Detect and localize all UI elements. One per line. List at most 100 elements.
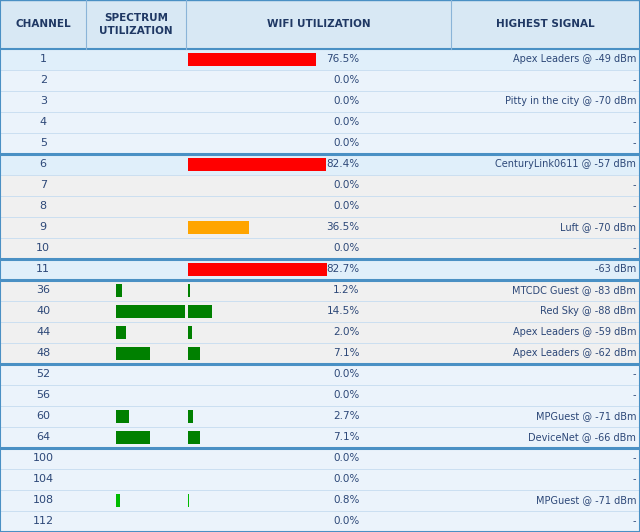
Text: 112: 112 (33, 517, 54, 527)
Text: 5: 5 (40, 138, 47, 148)
Text: MPGuest @ -71 dBm: MPGuest @ -71 dBm (536, 495, 636, 505)
Text: 36: 36 (36, 286, 50, 295)
Bar (0, 217, 640, 238)
Text: 2.0%: 2.0% (333, 328, 360, 337)
Text: Apex Leaders @ -62 dBm: Apex Leaders @ -62 dBm (513, 348, 636, 359)
Text: DeviceNet @ -66 dBm: DeviceNet @ -66 dBm (528, 433, 636, 443)
Text: 2.7%: 2.7% (333, 411, 360, 421)
Bar (0, 385, 640, 406)
Text: 48: 48 (36, 348, 51, 359)
Bar (188, 347, 200, 360)
Text: 2: 2 (40, 76, 47, 86)
Text: -: - (633, 453, 636, 463)
Text: 0.0%: 0.0% (333, 517, 360, 527)
Bar (0, 469, 640, 490)
Text: -: - (633, 244, 636, 253)
Bar (188, 494, 189, 507)
Text: 76.5%: 76.5% (326, 54, 360, 64)
Text: 7.1%: 7.1% (333, 348, 360, 359)
Text: 7: 7 (40, 180, 47, 190)
Text: 8: 8 (40, 202, 47, 211)
Text: 0.0%: 0.0% (333, 390, 360, 401)
Text: 0.0%: 0.0% (333, 453, 360, 463)
Text: 0.0%: 0.0% (333, 138, 360, 148)
Text: Pitty in the city @ -70 dBm: Pitty in the city @ -70 dBm (505, 96, 636, 106)
Text: -: - (633, 202, 636, 211)
Bar (0, 322, 640, 343)
Bar (0, 280, 640, 301)
Text: 44: 44 (36, 328, 51, 337)
Bar (188, 221, 249, 234)
Text: 4: 4 (40, 118, 47, 128)
Text: 7.1%: 7.1% (333, 433, 360, 443)
Text: -: - (633, 370, 636, 379)
Text: 9: 9 (40, 222, 47, 232)
Text: 60: 60 (36, 411, 50, 421)
Bar (188, 305, 212, 318)
Bar (0, 448, 640, 469)
Text: -63 dBm: -63 dBm (595, 264, 636, 275)
Text: 36.5%: 36.5% (326, 222, 360, 232)
Text: 40: 40 (36, 306, 51, 317)
Text: -: - (633, 475, 636, 485)
Text: 82.4%: 82.4% (326, 160, 360, 170)
Text: 10: 10 (36, 244, 50, 253)
Text: MTCDC Guest @ -83 dBm: MTCDC Guest @ -83 dBm (512, 286, 636, 295)
Text: 0.0%: 0.0% (333, 202, 360, 211)
Text: 0.0%: 0.0% (333, 475, 360, 485)
Bar (0, 259, 640, 280)
Bar (0, 301, 640, 322)
Text: Red Sky @ -88 dBm: Red Sky @ -88 dBm (540, 306, 636, 317)
Bar (0, 427, 640, 448)
Bar (0, 511, 640, 532)
Bar (116, 410, 129, 423)
Bar (188, 53, 316, 66)
Text: Apex Leaders @ -49 dBm: Apex Leaders @ -49 dBm (513, 54, 636, 64)
Bar (116, 494, 120, 507)
Text: -: - (633, 118, 636, 128)
Text: 108: 108 (33, 495, 54, 505)
Text: 0.0%: 0.0% (333, 180, 360, 190)
Text: 82.7%: 82.7% (326, 264, 360, 275)
Bar (0, 0, 640, 49)
Text: 0.0%: 0.0% (333, 118, 360, 128)
Text: 104: 104 (33, 475, 54, 485)
Text: 3: 3 (40, 96, 47, 106)
Text: 52: 52 (36, 370, 51, 379)
Bar (0, 175, 640, 196)
Bar (0, 406, 640, 427)
Text: 6: 6 (40, 160, 47, 170)
Bar (0, 133, 640, 154)
Text: -: - (633, 76, 636, 86)
Text: CenturyLink0611 @ -57 dBm: CenturyLink0611 @ -57 dBm (495, 160, 636, 170)
Text: 11: 11 (36, 264, 50, 275)
Bar (116, 431, 150, 444)
Text: Luft @ -70 dBm: Luft @ -70 dBm (560, 222, 636, 232)
Text: CHANNEL: CHANNEL (15, 20, 71, 29)
Text: 64: 64 (36, 433, 51, 443)
Text: SPECTRUM
UTILIZATION: SPECTRUM UTILIZATION (99, 13, 173, 36)
Text: -: - (633, 180, 636, 190)
Bar (188, 410, 193, 423)
Bar (0, 49, 640, 70)
Bar (188, 326, 191, 339)
Bar (0, 112, 640, 133)
Text: 1.2%: 1.2% (333, 286, 360, 295)
Text: -: - (633, 517, 636, 527)
Text: -: - (633, 390, 636, 401)
Bar (188, 263, 326, 276)
Bar (116, 326, 125, 339)
Bar (188, 284, 190, 297)
Text: 0.0%: 0.0% (333, 96, 360, 106)
Text: 0.8%: 0.8% (333, 495, 360, 505)
Text: -: - (633, 138, 636, 148)
Bar (0, 196, 640, 217)
Bar (116, 305, 185, 318)
Text: 1: 1 (40, 54, 47, 64)
Bar (0, 238, 640, 259)
Bar (0, 364, 640, 385)
Text: HIGHEST SIGNAL: HIGHEST SIGNAL (496, 20, 595, 29)
Text: 0.0%: 0.0% (333, 244, 360, 253)
Text: MPGuest @ -71 dBm: MPGuest @ -71 dBm (536, 411, 636, 421)
Bar (188, 158, 326, 171)
